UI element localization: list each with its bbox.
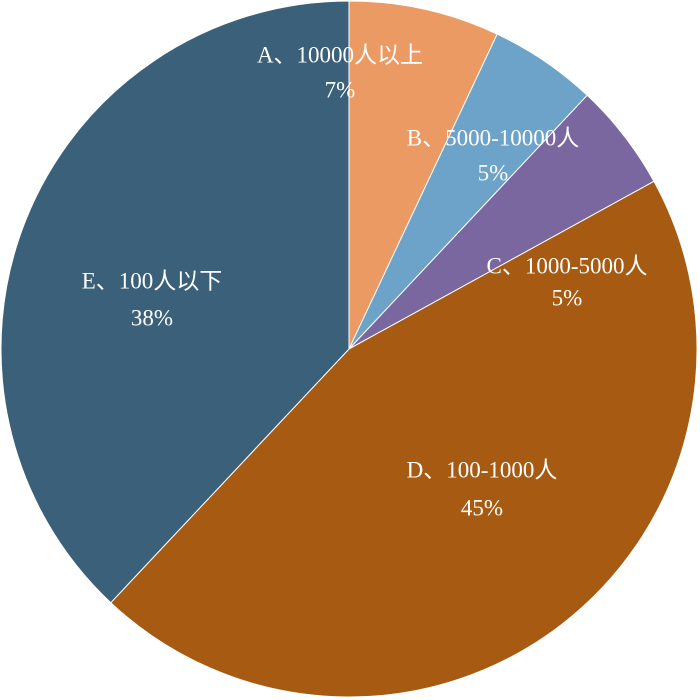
value-label: 45% [461, 495, 503, 520]
value-label: 5% [552, 285, 583, 310]
value-label: 7% [325, 77, 356, 102]
value-label: 38% [131, 305, 173, 330]
slice-label: A、10000人以上 [257, 42, 423, 67]
slice-label: C、1000-5000人 [487, 253, 648, 278]
slice-label: D、100-1000人 [407, 457, 558, 482]
pie-slice [110, 180, 698, 698]
pie-slice [0, 0, 350, 604]
slice-label: E、100人以下 [82, 268, 223, 293]
value-label: 5% [478, 160, 509, 185]
pie-slice [348, 0, 498, 350]
slice-label: B、5000-10000人 [407, 125, 580, 150]
